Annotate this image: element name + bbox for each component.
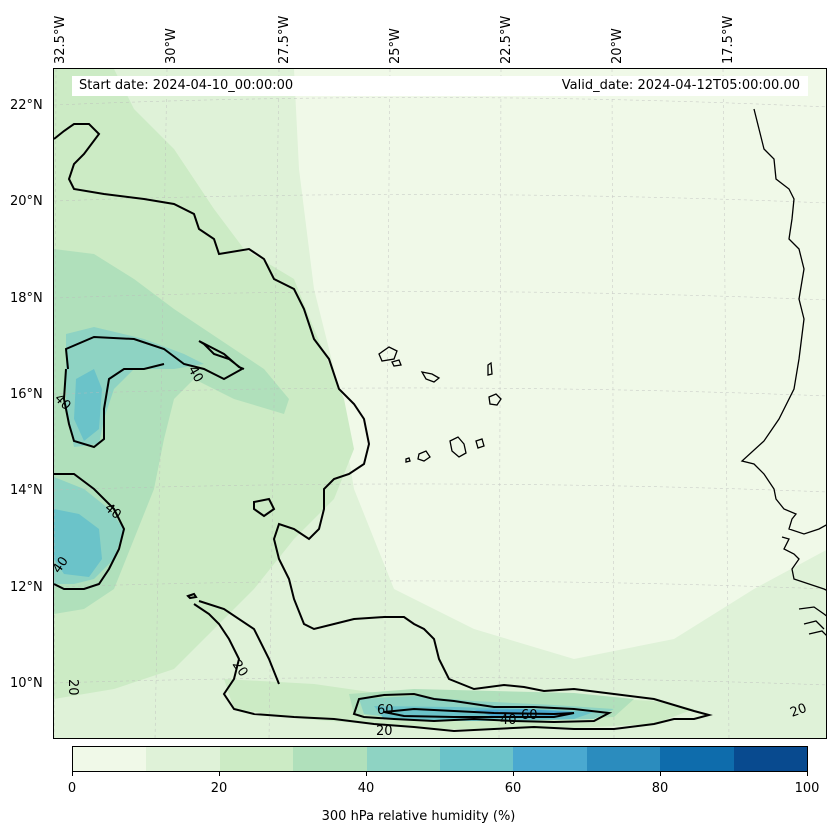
colorbar-segment-1 bbox=[146, 747, 220, 771]
humidity-fill-40-50 bbox=[66, 327, 204, 447]
colorbar-ticklabel-80: 80 bbox=[651, 781, 669, 796]
start-date-label: Start date: 2024-04-10_00:00:00 bbox=[79, 78, 294, 93]
lat-label-16n: 16°N bbox=[10, 387, 43, 402]
colorbar-tick-60 bbox=[513, 772, 514, 776]
contour-40-south bbox=[352, 692, 613, 724]
lon-label-17-5w: 17.5°W bbox=[721, 15, 736, 64]
island-sao-nicolau bbox=[420, 371, 441, 383]
map-gridlines bbox=[54, 69, 826, 738]
island-fogo bbox=[417, 450, 431, 462]
contour-small-blob-1 bbox=[253, 497, 276, 518]
lat-label-20n: 20°N bbox=[10, 194, 43, 209]
island-santiago bbox=[449, 436, 467, 458]
valid-date-label: Valid_date: 2024-04-12T05:00:00.00 bbox=[561, 78, 800, 93]
lat-label-12n: 12°N bbox=[10, 580, 43, 595]
contour-label-60-b: 60 bbox=[521, 708, 538, 723]
colorbar-segment-2 bbox=[219, 747, 294, 771]
coast-bissagos bbox=[798, 606, 826, 636]
island-sal bbox=[487, 361, 493, 376]
map-canvas: 40 40 40 40 20 20 60 60 40 20 20 bbox=[54, 69, 826, 739]
island-santo-antao bbox=[378, 346, 398, 362]
colorbar-tick-80 bbox=[660, 772, 661, 776]
lon-label-22-5w: 22.5°W bbox=[499, 15, 514, 64]
contour-label-20-c: 20 bbox=[376, 724, 393, 739]
island-sao-vicente bbox=[391, 359, 402, 367]
colorbar-segment-6 bbox=[513, 747, 587, 771]
contour-label-20-d: 20 bbox=[788, 701, 809, 721]
colorbar-ticklabel-100: 100 bbox=[794, 781, 820, 796]
colorbar-segment-8 bbox=[660, 747, 734, 771]
coast-africa bbox=[740, 108, 826, 535]
contour-40-sw bbox=[54, 473, 126, 590]
contour-label-40-a: 40 bbox=[185, 364, 206, 386]
humidity-fill-50-60 bbox=[74, 369, 102, 441]
lon-label-32-5w: 32.5°W bbox=[53, 15, 68, 64]
contour-label-40-e: 40 bbox=[500, 713, 517, 728]
contour-60-south bbox=[383, 707, 575, 718]
contour-20-north bbox=[54, 123, 713, 733]
humidity-fill-50-60-b bbox=[54, 509, 102, 577]
coast-africa-south bbox=[781, 536, 826, 591]
info-bar: Start date: 2024-04-10_00:00:00 Valid_da… bbox=[72, 76, 808, 96]
colorbar-segment-3 bbox=[293, 747, 367, 771]
colorbar-segment-5 bbox=[440, 747, 514, 771]
colorbar-tick-100 bbox=[807, 772, 808, 776]
island-boa-vista bbox=[488, 393, 502, 406]
colorbar-ticklabel-0: 0 bbox=[67, 781, 77, 796]
coastlines bbox=[378, 108, 826, 636]
lat-label-18n: 18°N bbox=[10, 291, 43, 306]
map-frame: 40 40 40 40 20 20 60 60 40 20 20 bbox=[53, 68, 827, 739]
contour-40-west bbox=[64, 335, 245, 381]
lon-label-25w: 25°W bbox=[388, 28, 403, 64]
humidity-contours bbox=[54, 123, 713, 733]
contour-label-60-a: 60 bbox=[377, 703, 394, 718]
colorbar-ticklabel-60: 60 bbox=[504, 781, 522, 796]
lon-label-20w: 20°W bbox=[610, 28, 625, 64]
colorbar-segment-9 bbox=[733, 747, 808, 771]
colorbar-segment-7 bbox=[586, 747, 661, 771]
lon-label-30w: 30°W bbox=[164, 28, 179, 64]
island-brava bbox=[405, 457, 411, 463]
contour-label-20-b: 20 bbox=[65, 679, 80, 696]
colorbar-ticklabel-20: 20 bbox=[210, 781, 228, 796]
colorbar-segment-0 bbox=[73, 747, 147, 771]
lat-label-22n: 22°N bbox=[10, 98, 43, 113]
colorbar-label: 300 hPa relative humidity (%) bbox=[321, 809, 516, 824]
lat-label-10n: 10°N bbox=[10, 676, 43, 691]
colorbar bbox=[72, 746, 808, 772]
contour-small-blob-2 bbox=[186, 592, 198, 600]
contour-40-west-b bbox=[62, 363, 165, 449]
colorbar-tick-40 bbox=[366, 772, 367, 776]
colorbar-tick-0 bbox=[72, 772, 73, 776]
lon-label-27-5w: 27.5°W bbox=[277, 15, 292, 64]
lat-label-14n: 14°N bbox=[10, 483, 43, 498]
contour-20-south-west bbox=[198, 600, 280, 685]
colorbar-ticklabel-40: 40 bbox=[357, 781, 375, 796]
colorbar-tick-20 bbox=[219, 772, 220, 776]
island-maio bbox=[475, 438, 485, 449]
colorbar-segment-4 bbox=[366, 747, 441, 771]
